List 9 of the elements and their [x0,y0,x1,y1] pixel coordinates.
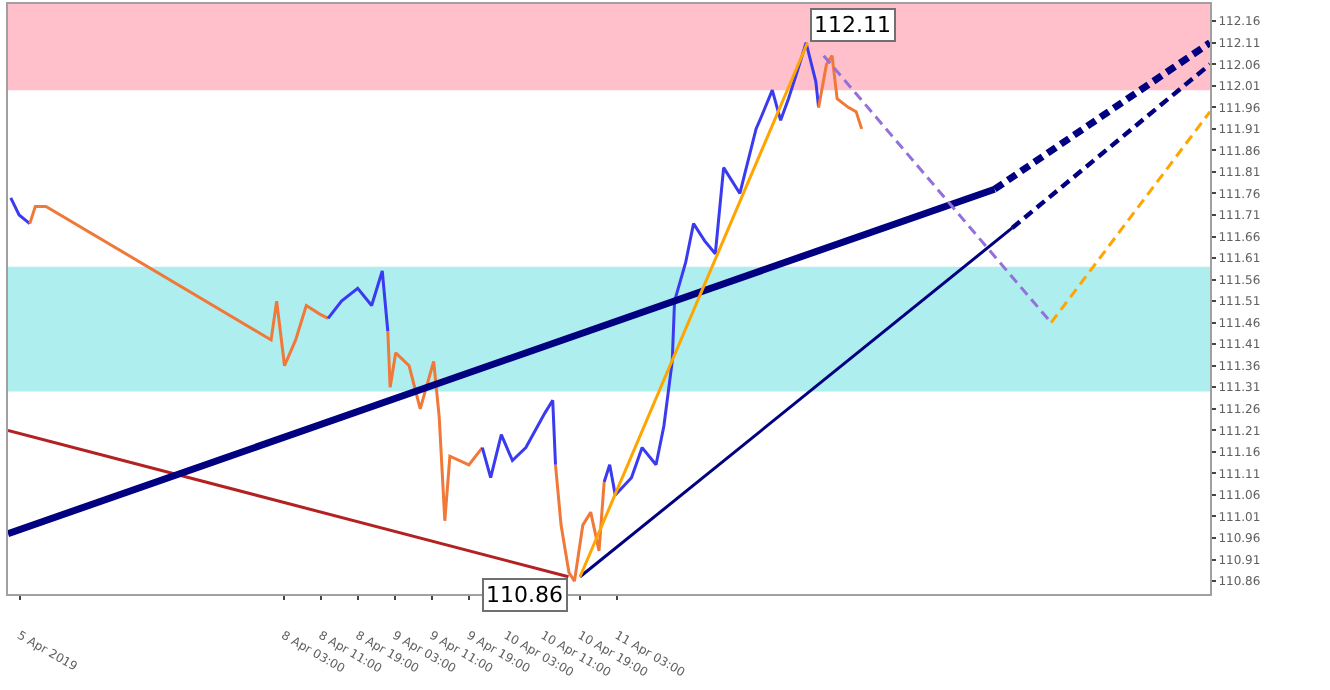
line-series [28,204,330,368]
line-series [817,54,864,131]
annotation: 112.11 [814,12,891,38]
line-series [480,398,557,480]
line-series [326,269,390,333]
line-series [554,463,606,583]
line-series [386,329,484,523]
line-series [602,41,821,497]
annotation: 110.86 [486,582,563,608]
